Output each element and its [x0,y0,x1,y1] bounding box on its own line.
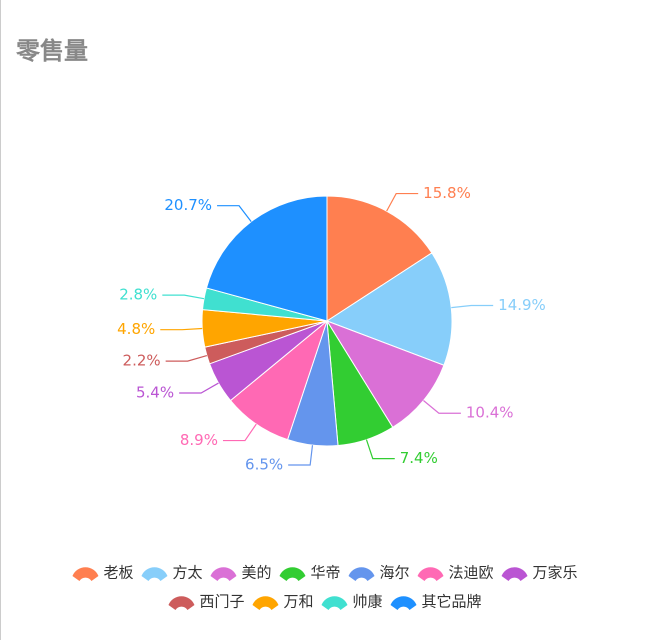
legend-icon [210,567,237,581]
legend-label: 方太 [172,564,202,582]
legend-icon [321,596,348,610]
legend-row: 老板 方太 美的 华帝 海尔 法迪欧 万家乐 [72,564,578,582]
legend-label: 美的 [241,564,271,582]
label-line [217,205,252,222]
legend-item[interactable]: 华帝 [279,564,341,582]
legend-icon [417,567,444,581]
legend-icon [501,567,528,581]
legend-item[interactable]: 帅康 [321,593,383,611]
data-label: 10.4% [466,404,514,422]
label-line [386,192,419,212]
legend-icon [390,596,417,610]
legend-item[interactable]: 海尔 [348,564,410,582]
label-line [222,423,257,442]
data-label: 2.8% [119,286,157,304]
data-label: 4.8% [117,320,155,338]
pie-slice [325,252,453,366]
legend-item[interactable]: 西门子 [168,593,244,611]
legend-item[interactable]: 万和 [252,593,314,611]
legend-label: 其它品牌 [422,593,482,611]
data-label: 2.2% [123,352,161,370]
label-line [288,445,314,466]
data-label: 5.4% [136,383,174,401]
label-line [423,400,461,414]
legend-icon [279,567,306,581]
legend-label: 华帝 [310,564,340,582]
legend-label: 法迪欧 [449,564,494,582]
legend-row: 西门子 万和 帅康 其它品牌 [168,593,482,611]
data-label: 6.5% [245,456,283,474]
legend-item[interactable]: 方太 [141,564,202,582]
legend-item[interactable]: 法迪欧 [417,564,494,582]
data-label: 15.8% [423,184,471,202]
label-line [162,294,205,300]
label-line [160,327,203,331]
data-label: 7.4% [400,449,438,467]
legend-icon [252,596,279,610]
legend-icon [168,596,195,610]
data-label: 20.7% [164,196,212,214]
legend-label: 老板 [103,564,133,582]
legend-item[interactable]: 老板 [72,564,133,582]
label-line [165,354,208,362]
chart-title: 零售量 [15,37,88,65]
data-label: 14.9% [498,296,546,314]
data-label: 8.9% [180,431,218,449]
legend-label: 海尔 [380,564,410,582]
legend-item[interactable]: 万家乐 [501,564,578,582]
legend-label: 西门子 [199,593,244,611]
legend-icon [72,567,99,581]
label-line [451,304,494,309]
legend-item[interactable]: 美的 [210,564,271,582]
legend-icon [348,567,375,581]
legend-item[interactable]: 其它品牌 [390,593,482,611]
pie-slice [325,320,445,428]
legend-label: 万家乐 [533,564,578,582]
legend-label: 帅康 [353,593,383,611]
label-line [365,439,395,460]
legend-icon [141,567,168,581]
legend-label: 万和 [283,593,313,611]
label-line [179,382,219,394]
